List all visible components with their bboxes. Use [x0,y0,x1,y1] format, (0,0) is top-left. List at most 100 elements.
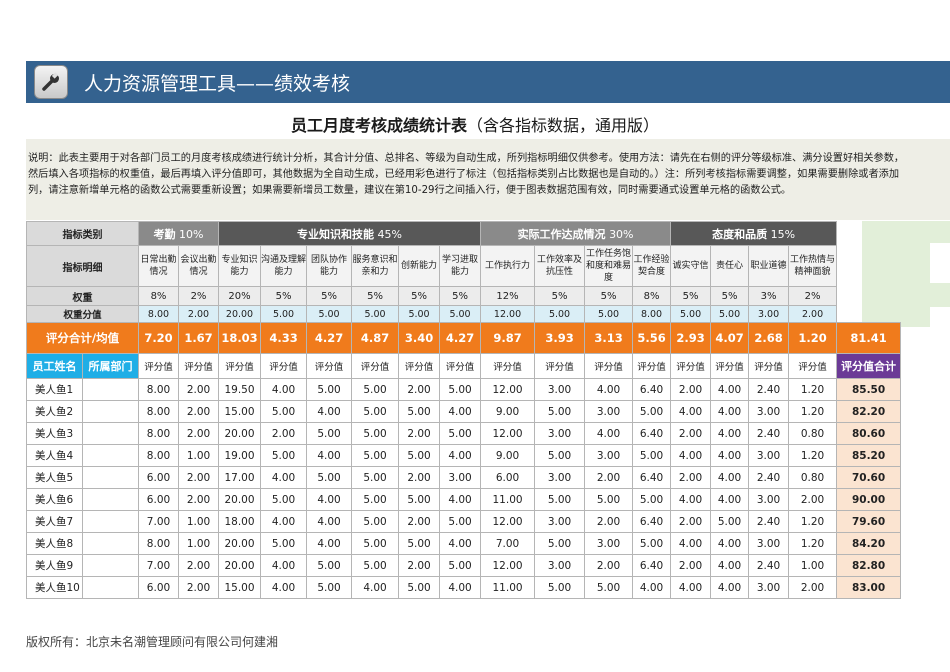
score-cell[interactable]: 11.00 [480,576,536,599]
score-cell[interactable]: 2.00 [177,576,220,599]
score-cell[interactable]: 5.00 [632,532,672,555]
score-cell[interactable]: 3.00 [584,400,634,423]
score-cell[interactable]: 2.00 [584,554,634,577]
score-cell[interactable]: 5.00 [351,554,400,577]
score-cell[interactable]: 2.00 [398,466,441,489]
weight-cell[interactable]: 5% [351,286,400,306]
score-cell[interactable]: 4.00 [584,422,634,445]
weight-cell[interactable]: 8% [632,286,672,306]
score-cell[interactable]: 4.00 [260,466,308,489]
weight-cell[interactable]: 5% [710,286,750,306]
score-cell[interactable]: 3.00 [748,576,790,599]
score-cell[interactable]: 4.00 [439,488,482,511]
score-cell[interactable]: 3.00 [534,510,586,533]
score-cell[interactable]: 0.80 [788,466,838,489]
weight-cell[interactable]: 2% [788,286,838,306]
score-cell[interactable]: 4.00 [710,444,750,467]
employee-name-cell[interactable]: 美人鱼8 [26,532,83,555]
score-cell[interactable]: 7.00 [138,554,179,577]
weight-cell[interactable]: 5% [398,286,441,306]
score-cell[interactable]: 4.00 [710,422,750,445]
score-cell[interactable]: 2.00 [398,554,441,577]
weight-cell[interactable]: 5% [260,286,308,306]
score-cell[interactable]: 4.00 [260,554,308,577]
score-cell[interactable]: 5.00 [306,422,353,445]
score-cell[interactable]: 4.00 [306,510,353,533]
score-cell[interactable]: 12.00 [480,510,536,533]
score-cell[interactable]: 4.00 [439,444,482,467]
score-cell[interactable]: 12.00 [480,554,536,577]
employee-name-cell[interactable]: 美人鱼1 [26,378,83,401]
score-cell[interactable]: 15.00 [218,576,262,599]
score-cell[interactable]: 2.40 [748,422,790,445]
score-cell[interactable]: 2.40 [748,378,790,401]
score-cell[interactable]: 3.00 [439,466,482,489]
score-cell[interactable]: 4.00 [710,554,750,577]
score-cell[interactable]: 5.00 [534,576,586,599]
score-cell[interactable]: 3.00 [748,488,790,511]
score-cell[interactable]: 5.00 [584,488,634,511]
score-cell[interactable]: 5.00 [439,378,482,401]
employee-name-cell[interactable]: 美人鱼7 [26,510,83,533]
score-cell[interactable]: 6.00 [138,576,179,599]
score-cell[interactable]: 6.40 [632,554,672,577]
score-cell[interactable]: 5.00 [398,444,441,467]
department-cell[interactable] [82,488,139,511]
score-cell[interactable]: 5.00 [439,510,482,533]
score-cell[interactable]: 2.00 [177,554,220,577]
score-cell[interactable]: 5.00 [534,400,586,423]
score-cell[interactable]: 3.00 [748,532,790,555]
employee-name-cell[interactable]: 美人鱼9 [26,554,83,577]
score-cell[interactable]: 0.80 [788,422,838,445]
score-cell[interactable]: 20.00 [218,422,262,445]
department-cell[interactable] [82,422,139,445]
score-cell[interactable]: 4.00 [710,378,750,401]
score-cell[interactable]: 2.00 [670,378,712,401]
score-cell[interactable]: 12.00 [480,422,536,445]
department-cell[interactable] [82,466,139,489]
score-cell[interactable]: 4.00 [670,400,712,423]
score-cell[interactable]: 2.00 [398,378,441,401]
score-cell[interactable]: 1.00 [177,444,220,467]
score-cell[interactable]: 8.00 [138,532,179,555]
score-cell[interactable]: 5.00 [632,488,672,511]
score-cell[interactable]: 5.00 [351,488,400,511]
score-cell[interactable]: 3.00 [584,532,634,555]
score-cell[interactable]: 4.00 [260,510,308,533]
score-cell[interactable]: 4.00 [439,576,482,599]
score-cell[interactable]: 5.00 [351,466,400,489]
score-cell[interactable]: 4.00 [710,576,750,599]
score-cell[interactable]: 2.00 [788,576,838,599]
score-cell[interactable]: 5.00 [534,444,586,467]
score-cell[interactable]: 2.40 [748,554,790,577]
score-cell[interactable]: 4.00 [670,444,712,467]
score-cell[interactable]: 2.40 [748,466,790,489]
weight-cell[interactable]: 5% [306,286,353,306]
weight-cell[interactable]: 2% [177,286,220,306]
score-cell[interactable]: 3.00 [748,444,790,467]
score-cell[interactable]: 2.00 [398,510,441,533]
score-cell[interactable]: 1.00 [177,510,220,533]
employee-name-cell[interactable]: 美人鱼2 [26,400,83,423]
score-cell[interactable]: 3.00 [534,466,586,489]
score-cell[interactable]: 3.00 [534,422,586,445]
score-cell[interactable]: 3.00 [748,400,790,423]
score-cell[interactable]: 4.00 [306,532,353,555]
weight-cell[interactable]: 20% [218,286,262,306]
department-cell[interactable] [82,554,139,577]
score-cell[interactable]: 2.00 [177,400,220,423]
score-cell[interactable]: 5.00 [534,488,586,511]
score-cell[interactable]: 2.00 [177,422,220,445]
score-cell[interactable]: 8.00 [138,400,179,423]
score-cell[interactable]: 9.00 [480,444,536,467]
score-cell[interactable]: 5.00 [632,444,672,467]
score-cell[interactable]: 6.00 [480,466,536,489]
score-cell[interactable]: 4.00 [710,488,750,511]
score-cell[interactable]: 2.00 [398,422,441,445]
score-cell[interactable]: 6.40 [632,378,672,401]
score-cell[interactable]: 1.00 [788,554,838,577]
department-cell[interactable] [82,378,139,401]
score-cell[interactable]: 5.00 [351,444,400,467]
score-cell[interactable]: 5.00 [351,400,400,423]
score-cell[interactable]: 5.00 [351,532,400,555]
